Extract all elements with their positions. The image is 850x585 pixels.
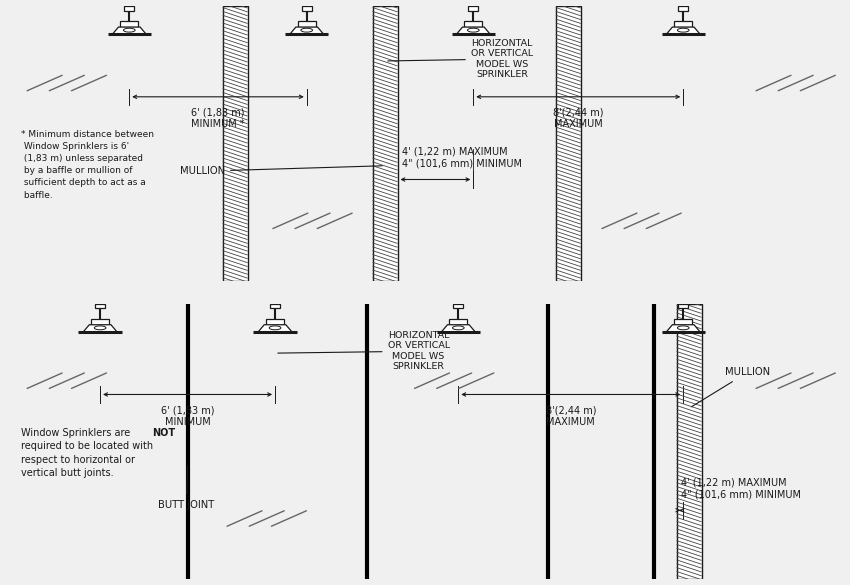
Text: * Minimum distance between
 Window Sprinklers is 6'
 (1,83 m) unless separated
 : * Minimum distance between Window Sprink… [21,130,154,199]
Bar [449,319,468,325]
Text: 4' (1,22 m) MAXIMUM
4" (101,6 mm) MINIMUM: 4' (1,22 m) MAXIMUM 4" (101,6 mm) MINIMU… [681,477,801,499]
Bar [95,304,105,308]
Text: required to be located with
respect to horizontal or
vertical butt joints.: required to be located with respect to h… [21,428,153,479]
Text: 8'(2,44 m)
MAXIMUM: 8'(2,44 m) MAXIMUM [546,405,596,427]
Text: Window Sprinklers are: Window Sprinklers are [21,428,133,438]
Text: MULLION: MULLION [180,166,382,176]
Text: 4' (1,22 m) MAXIMUM
4" (101,6 mm) MINIMUM: 4' (1,22 m) MAXIMUM 4" (101,6 mm) MINIMU… [402,147,522,168]
Bar [468,6,479,11]
Circle shape [301,28,313,32]
Text: NOT: NOT [153,428,176,438]
Text: HORIZONTAL
OR VERTICAL
MODEL WS
SPRINKLER: HORIZONTAL OR VERTICAL MODEL WS SPRINKLE… [388,39,533,79]
Polygon shape [456,27,490,34]
Bar [124,6,134,11]
Circle shape [452,326,464,330]
Polygon shape [83,325,116,332]
Bar [302,6,312,11]
Bar [266,319,284,325]
Circle shape [677,326,689,330]
Polygon shape [442,325,475,332]
Text: BUTT JOINT: BUTT JOINT [158,466,215,510]
Text: 6' (1,83 m)
MINIMUM *: 6' (1,83 m) MINIMUM * [191,108,245,129]
Bar [678,304,689,308]
Circle shape [94,326,106,330]
Bar [120,21,139,27]
Bar [270,304,280,308]
Bar [223,6,247,281]
Text: HORIZONTAL
OR VERTICAL
MODEL WS
SPRINKLER: HORIZONTAL OR VERTICAL MODEL WS SPRINKLE… [278,331,450,371]
Bar [677,304,701,579]
Bar [91,319,110,325]
Circle shape [677,28,689,32]
Bar [372,6,398,281]
Bar [674,319,693,325]
Bar [298,21,316,27]
Polygon shape [112,27,146,34]
Bar [678,6,689,11]
Polygon shape [666,27,700,34]
Polygon shape [290,27,323,34]
Polygon shape [258,325,292,332]
Circle shape [269,326,280,330]
Text: 8'(2,44 m)
MAXIMUM: 8'(2,44 m) MAXIMUM [553,108,604,129]
Bar [453,304,463,308]
Text: MULLION: MULLION [691,367,770,407]
Circle shape [123,28,135,32]
Bar [674,21,693,27]
Bar [556,6,581,281]
Circle shape [468,28,479,32]
Bar [464,21,483,27]
Text: 6' (1,83 m)
MINIMUM: 6' (1,83 m) MINIMUM [161,405,214,427]
Polygon shape [666,325,700,332]
